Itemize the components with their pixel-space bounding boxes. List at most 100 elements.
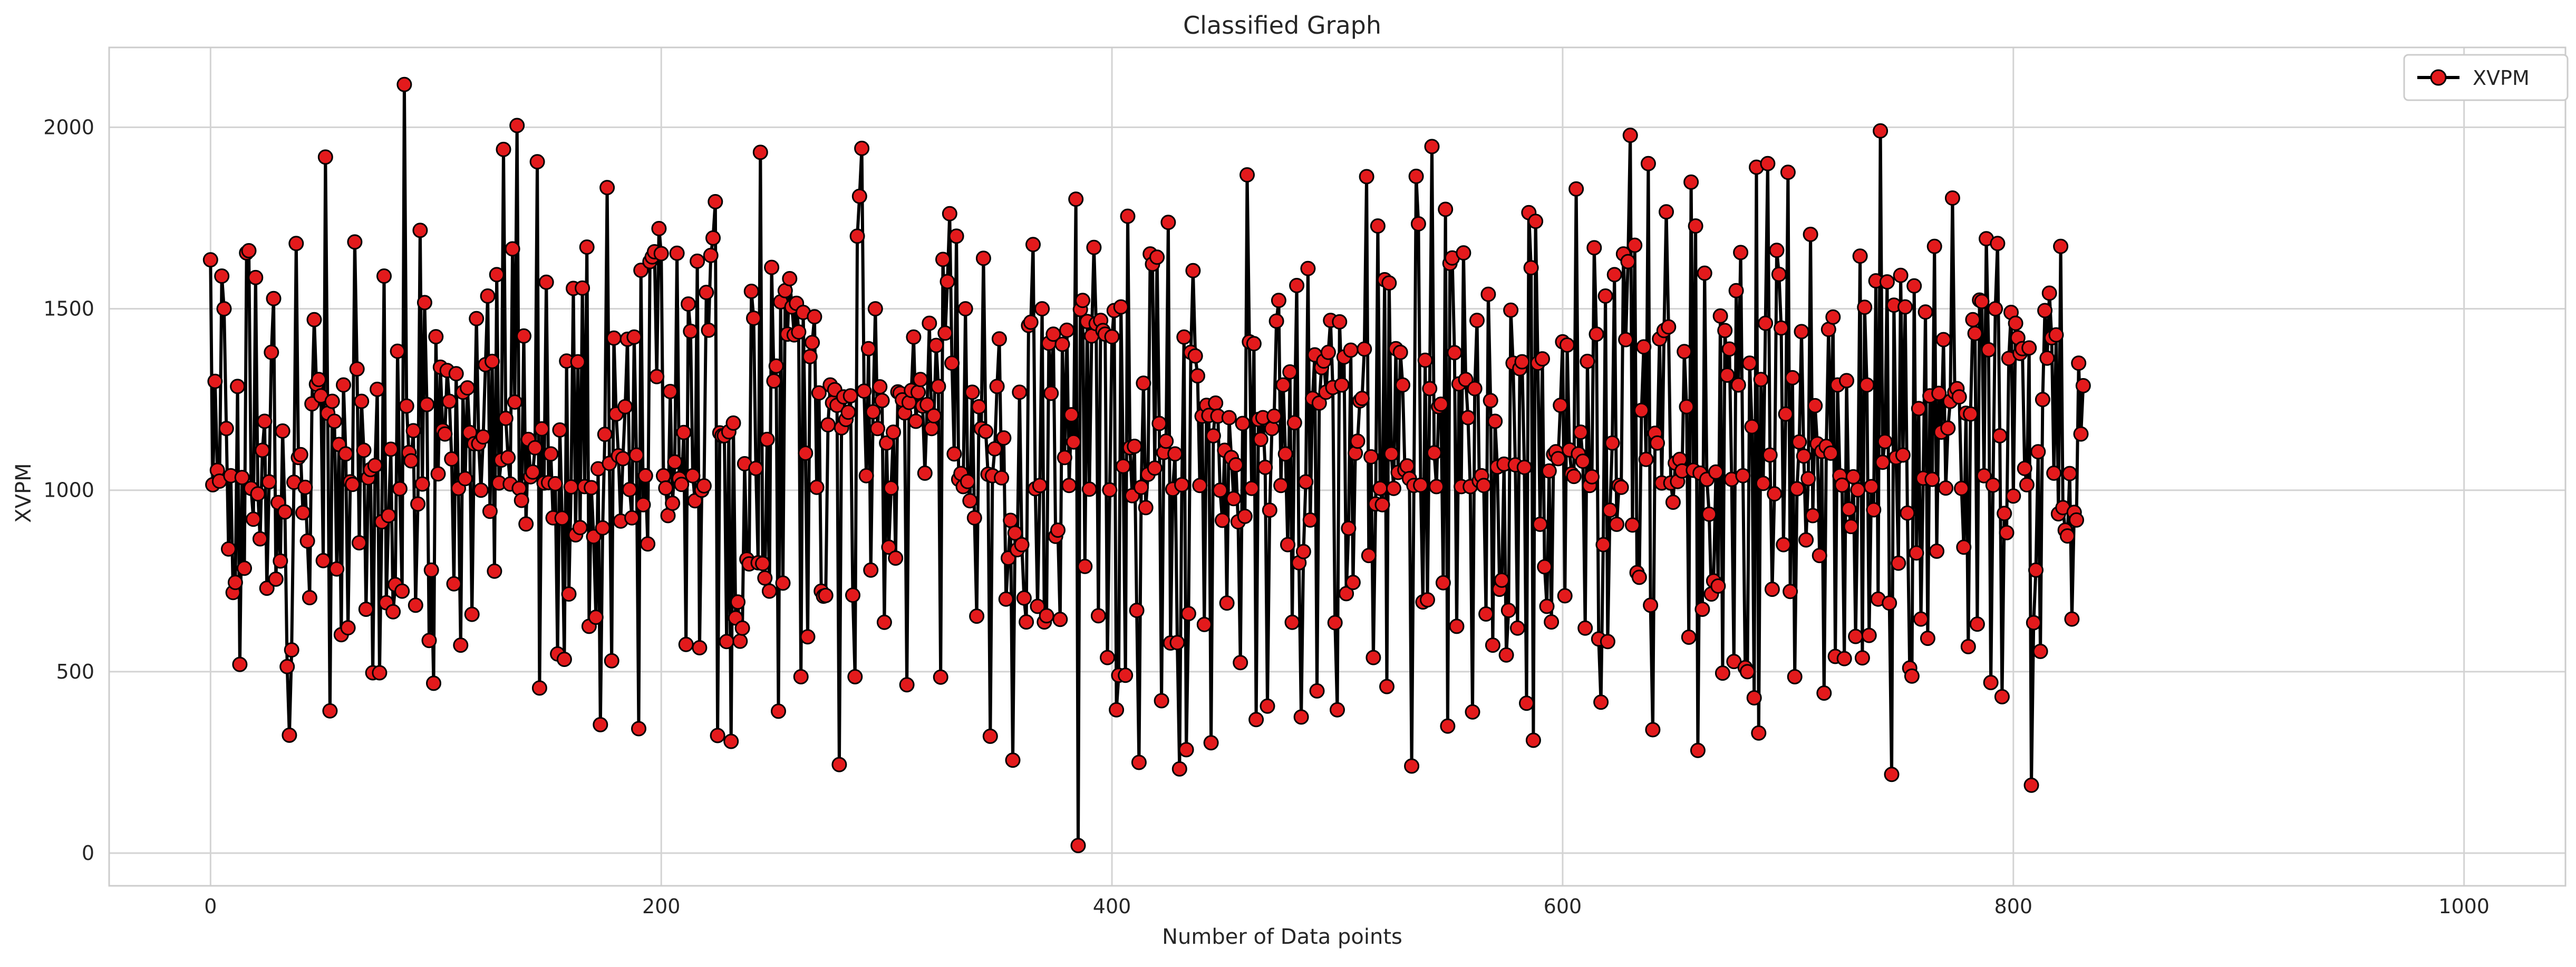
data-point xyxy=(840,404,856,420)
data-point xyxy=(426,675,441,691)
data-point xyxy=(1237,508,1253,524)
data-point xyxy=(1904,668,1920,684)
data-point xyxy=(1180,606,1196,622)
data-point xyxy=(1566,469,1582,485)
data-point xyxy=(202,252,218,268)
data-point xyxy=(637,468,653,484)
data-point xyxy=(1509,620,1525,636)
data-point xyxy=(518,516,534,532)
data-point xyxy=(1339,586,1354,602)
data-point xyxy=(1764,582,1780,597)
data-point xyxy=(1956,539,1972,555)
y-tick-label: 0 xyxy=(82,842,94,865)
data-point xyxy=(572,520,588,536)
data-point xyxy=(390,343,405,359)
data-point xyxy=(1618,332,1634,347)
data-point xyxy=(1343,342,1359,358)
data-point xyxy=(935,252,951,267)
data-point xyxy=(1330,702,1345,718)
data-point xyxy=(1532,516,1548,532)
data-point xyxy=(273,553,288,569)
data-point xyxy=(1171,761,1187,777)
data-point xyxy=(1458,372,1474,388)
data-point xyxy=(2037,303,2053,318)
data-point xyxy=(1787,669,1803,684)
data-point xyxy=(1636,339,1652,355)
data-point xyxy=(509,118,525,133)
data-point xyxy=(1800,471,1816,487)
data-point xyxy=(858,468,874,484)
data-point xyxy=(2053,238,2069,254)
data-point xyxy=(1113,299,1129,315)
data-point xyxy=(1500,603,1516,618)
data-point xyxy=(865,404,881,420)
data-point xyxy=(584,480,599,496)
data-point xyxy=(946,446,962,462)
data-point xyxy=(1985,477,2001,493)
data-point xyxy=(867,301,883,317)
data-point xyxy=(1638,451,1654,467)
data-point xyxy=(1289,278,1305,293)
data-point xyxy=(1850,482,1866,498)
data-point xyxy=(1357,341,1372,357)
data-point xyxy=(1366,650,1381,665)
data-point xyxy=(1115,458,1131,474)
data-point xyxy=(2026,615,2041,631)
data-point xyxy=(1785,370,1800,385)
data-point xyxy=(2023,777,2039,793)
data-point xyxy=(2062,466,2078,481)
data-point xyxy=(473,482,489,498)
data-point xyxy=(288,236,304,252)
data-point xyxy=(876,614,892,630)
data-point xyxy=(1640,156,1656,171)
data-point xyxy=(701,322,716,338)
data-point xyxy=(764,259,780,275)
data-point xyxy=(485,353,500,369)
data-point xyxy=(708,194,723,209)
data-point xyxy=(960,473,975,489)
data-point xyxy=(674,477,690,492)
data-point xyxy=(302,590,317,605)
data-point xyxy=(1586,240,1602,256)
data-point xyxy=(1059,322,1075,338)
data-point xyxy=(376,268,392,284)
data-point xyxy=(496,141,511,157)
data-point xyxy=(1226,491,1242,507)
data-point xyxy=(317,149,333,165)
series-line xyxy=(209,83,2085,847)
data-point xyxy=(1620,254,1636,269)
data-point xyxy=(1090,608,1106,624)
data-point xyxy=(1420,592,1435,608)
data-point xyxy=(1767,486,1783,502)
data-point xyxy=(1852,248,1868,264)
data-point xyxy=(699,285,714,301)
data-point xyxy=(1573,424,1589,440)
data-point xyxy=(1848,628,1864,644)
data-point xyxy=(1769,243,1785,258)
data-point xyxy=(2073,426,2089,442)
data-point xyxy=(1039,608,1054,624)
data-point xyxy=(469,311,485,326)
data-point xyxy=(1739,664,1755,680)
data-point xyxy=(1836,651,1852,666)
data-point xyxy=(599,180,615,196)
data-point xyxy=(1516,459,1532,475)
data-point xyxy=(543,446,559,462)
data-point xyxy=(421,633,437,649)
data-point xyxy=(1825,309,1841,325)
data-point xyxy=(1284,614,1300,630)
data-point xyxy=(1730,377,1746,393)
data-point xyxy=(1544,614,1560,630)
data-point xyxy=(996,430,1012,446)
data-point xyxy=(1160,215,1176,230)
data-point xyxy=(820,417,836,433)
data-point xyxy=(962,493,978,509)
data-point xyxy=(482,504,498,519)
data-point xyxy=(2059,528,2075,544)
x-tick-label: 800 xyxy=(1994,895,2033,918)
data-point xyxy=(1893,267,1909,283)
data-point xyxy=(554,510,570,526)
data-point xyxy=(1659,204,1674,220)
data-point xyxy=(1742,355,1758,371)
